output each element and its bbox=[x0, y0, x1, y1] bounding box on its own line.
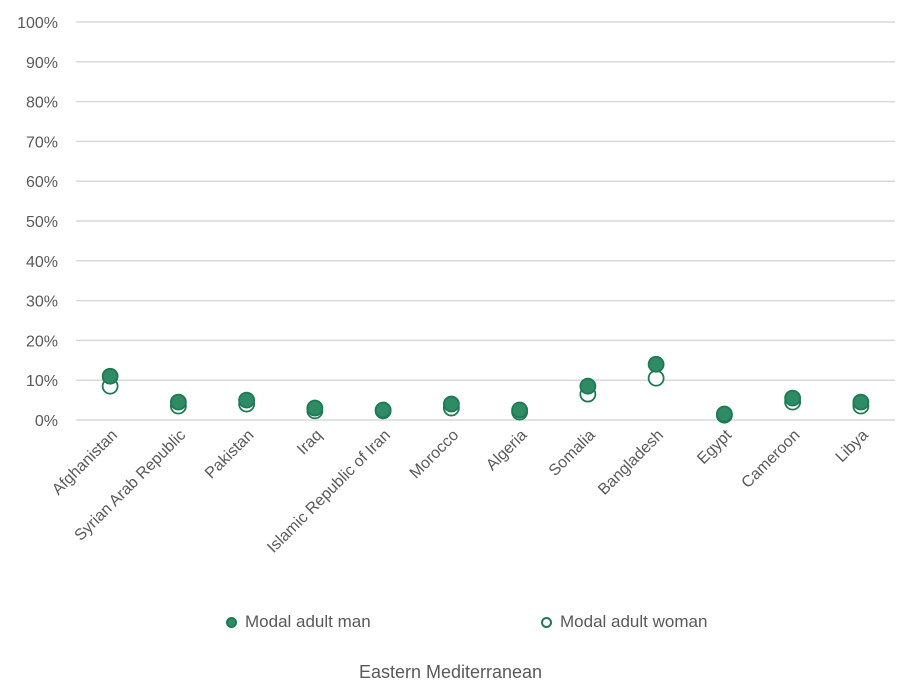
x-tick-label: Bangladesh bbox=[595, 427, 667, 499]
legend: Modal adult man Modal adult woman bbox=[0, 612, 901, 636]
data-points bbox=[101, 355, 870, 424]
x-axis-title: Eastern Mediterranean bbox=[358, 662, 543, 682]
legend-label-man: Modal adult man bbox=[245, 612, 371, 631]
point-modal-adult-man bbox=[715, 405, 733, 423]
x-tick-label: Afghanistan bbox=[49, 427, 121, 499]
y-tick-label: 100% bbox=[17, 15, 58, 32]
point-modal-adult-man bbox=[169, 393, 187, 411]
point-modal-adult-man bbox=[647, 355, 665, 373]
y-tick-label: 40% bbox=[26, 254, 58, 271]
point-modal-adult-woman bbox=[647, 369, 665, 387]
y-tick-label: 0% bbox=[35, 413, 58, 430]
point-modal-adult-man bbox=[374, 401, 392, 419]
legend-label-woman: Modal adult woman bbox=[560, 612, 708, 631]
point-modal-adult-man bbox=[579, 377, 597, 395]
x-tick-label: Iraq bbox=[294, 427, 326, 459]
point-modal-adult-man bbox=[101, 367, 119, 385]
point-modal-adult-man bbox=[442, 395, 460, 413]
y-tick-label: 10% bbox=[26, 373, 58, 390]
point-modal-adult-man bbox=[511, 401, 529, 419]
x-tick-label: Libya bbox=[833, 427, 872, 466]
gridlines bbox=[76, 21, 895, 421]
y-tick-label: 50% bbox=[26, 214, 58, 231]
hollow-circle-icon bbox=[541, 616, 552, 628]
point-modal-adult-man bbox=[306, 399, 324, 417]
x-tick-label: Egypt bbox=[694, 426, 735, 467]
x-tick-label: Somalia bbox=[546, 427, 599, 480]
y-tick-label: 80% bbox=[26, 95, 58, 112]
y-tick-label: 30% bbox=[26, 294, 58, 311]
point-modal-adult-man bbox=[852, 393, 870, 411]
x-tick-label: Islamic Republic of Iran bbox=[264, 427, 394, 557]
legend-item-woman: Modal adult woman bbox=[541, 612, 707, 632]
x-tick-label: Pakistan bbox=[202, 427, 257, 482]
y-tick-label: 20% bbox=[26, 333, 58, 350]
x-tick-label: Cameroon bbox=[739, 427, 804, 492]
legend-item-man: Modal adult man bbox=[226, 612, 371, 632]
y-tick-label: 70% bbox=[26, 134, 58, 151]
y-tick-label: 60% bbox=[26, 174, 58, 191]
point-modal-adult-man bbox=[784, 389, 802, 407]
point-modal-adult-man bbox=[238, 391, 256, 409]
y-tick-label: 90% bbox=[26, 55, 58, 72]
chart-area: 0% 10% 20% 30% 40% 50% 60% 70% 80% 90% 100% Afghan… bbox=[17, 15, 895, 556]
filled-circle-icon bbox=[226, 616, 237, 628]
y-axis: 0% 10% 20% 30% 40% 50% 60% 70% 80% 90% 100% bbox=[17, 15, 58, 430]
x-tick-label: Syrian Arab Republic bbox=[72, 427, 190, 545]
x-tick-label: Morocco bbox=[407, 427, 462, 482]
x-tick-label: Algeria bbox=[483, 427, 530, 474]
